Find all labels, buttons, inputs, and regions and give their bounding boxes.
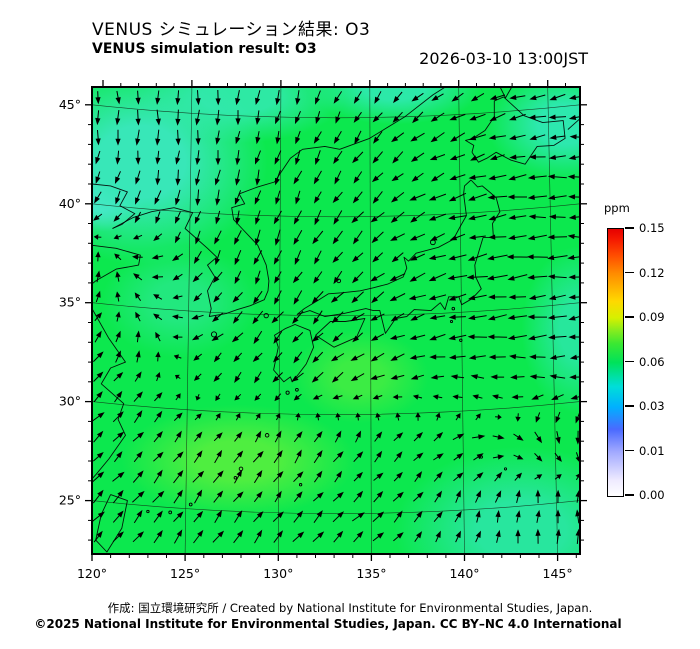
colorbar-tick-label: 0.03 xyxy=(639,399,665,413)
y-axis-label: 35° xyxy=(59,295,81,310)
license-line: ©2025 National Institute for Environment… xyxy=(34,617,622,631)
o3-concentration-field xyxy=(92,87,580,554)
x-axis-label: 130° xyxy=(263,566,293,581)
y-axis-label: 30° xyxy=(59,394,81,409)
page-title-japanese: VENUS シミュレーション結果: O3 xyxy=(92,20,371,40)
x-axis-label: 135° xyxy=(356,566,386,581)
x-axis-label: 145° xyxy=(543,566,573,581)
x-axis-label: 125° xyxy=(170,566,200,581)
colorbar-tick xyxy=(625,449,634,452)
x-axis-label: 120° xyxy=(77,566,107,581)
colorbar-tick-label: 0.01 xyxy=(639,443,665,458)
colorbar-tick xyxy=(625,494,634,496)
colorbar-tick-label: 0.00 xyxy=(639,488,665,502)
timestamp: 2026-03-10 13:00JST xyxy=(419,49,588,68)
colorbar-tick xyxy=(625,271,634,274)
x-axis-label: 140° xyxy=(449,566,479,581)
colorbar-tick-label: 0.09 xyxy=(639,310,665,324)
y-axis-label: 45° xyxy=(59,97,81,112)
y-axis-label: 40° xyxy=(59,196,81,211)
colorbar-tick-label: 0.12 xyxy=(639,265,665,280)
y-axis-label: 25° xyxy=(59,493,81,508)
colorbar-tick xyxy=(625,405,634,407)
colorbar-tick xyxy=(625,360,634,363)
colorbar-tick xyxy=(625,316,634,318)
colorbar-unit-label: ppm xyxy=(604,201,630,215)
page-title-english: VENUS simulation result: O3 xyxy=(92,41,317,57)
credit-line: 作成: 国立環境研究所 / Created by National Instit… xyxy=(107,601,593,615)
colorbar-tick-label: 0.15 xyxy=(639,221,665,235)
colorbar-tick-label: 0.06 xyxy=(639,354,665,369)
colorbar-tick xyxy=(625,227,634,229)
colorbar-gradient xyxy=(607,228,624,497)
